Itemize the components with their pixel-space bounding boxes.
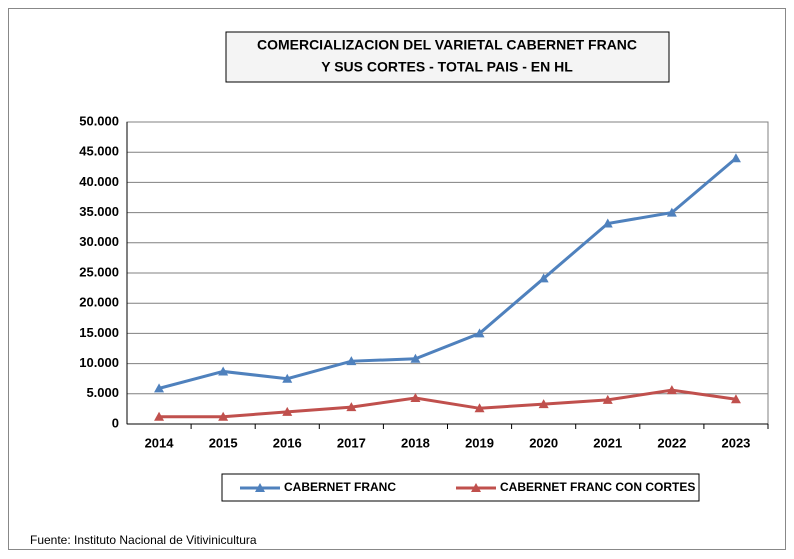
x-tick-label: 2016 xyxy=(273,435,302,450)
x-tick-label: 2020 xyxy=(529,435,558,450)
point-marker xyxy=(666,385,677,395)
chart-title: Y SUS CORTES - TOTAL PAIS - EN HL xyxy=(321,59,573,75)
x-tick-label: 2018 xyxy=(401,435,430,450)
point-marker xyxy=(410,393,421,403)
point-marker xyxy=(538,399,549,409)
title-box xyxy=(225,31,670,83)
x-tick-label: 2015 xyxy=(209,435,238,450)
x-tick-label: 2021 xyxy=(593,435,622,450)
x-tick-label: 2023 xyxy=(721,435,750,450)
legend-marker xyxy=(255,483,265,492)
point-marker xyxy=(602,394,613,404)
y-tick-label: 30.000 xyxy=(79,234,119,249)
point-marker xyxy=(410,353,421,363)
point-marker xyxy=(730,153,741,163)
y-tick-label: 0 xyxy=(112,415,119,430)
point-marker xyxy=(218,366,229,376)
y-tick-label: 10.000 xyxy=(79,355,119,370)
y-tick-label: 15.000 xyxy=(79,325,119,340)
legend-marker xyxy=(471,483,481,492)
point-marker xyxy=(346,356,357,366)
point-marker xyxy=(346,402,357,412)
y-tick-label: 5.000 xyxy=(86,385,119,400)
point-marker xyxy=(602,218,613,228)
y-tick-label: 40.000 xyxy=(79,174,119,189)
series-line xyxy=(159,388,737,419)
point-marker xyxy=(730,394,741,404)
y-tick-label: 45.000 xyxy=(79,144,119,159)
x-tick-label: 2014 xyxy=(145,435,175,450)
chart-title: COMERCIALIZACION DEL VARIETAL CABERNET F… xyxy=(257,37,637,53)
point-marker xyxy=(282,373,293,383)
y-tick-label: 50.000 xyxy=(79,113,119,128)
point-marker xyxy=(666,207,677,217)
point-marker xyxy=(218,411,229,421)
x-tick-label: 2022 xyxy=(657,435,686,450)
point-marker xyxy=(474,328,485,338)
source-note: Fuente: Instituto Nacional de Vitivinicu… xyxy=(30,533,257,547)
point-marker xyxy=(538,273,549,283)
y-tick-label: 35.000 xyxy=(79,204,119,219)
point-marker xyxy=(154,383,165,393)
chart-border xyxy=(8,8,786,550)
legend-label: CABERNET FRANC CON CORTES xyxy=(500,480,695,494)
y-tick-label: 25.000 xyxy=(79,264,119,279)
y-tick-label: 20.000 xyxy=(79,295,119,310)
legend-label: CABERNET FRANC xyxy=(284,480,396,494)
point-marker xyxy=(282,406,293,416)
series-line xyxy=(158,157,737,390)
x-tick-label: 2017 xyxy=(337,435,366,450)
x-tick-label: 2019 xyxy=(465,435,494,450)
point-marker xyxy=(154,411,165,421)
point-marker xyxy=(474,403,485,413)
